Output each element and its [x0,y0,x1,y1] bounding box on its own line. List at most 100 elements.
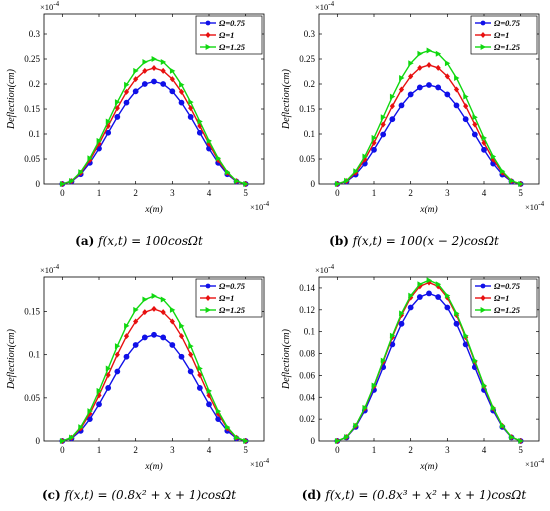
data-point-triangle [334,438,341,444]
x-tick-label: 5 [243,188,248,198]
data-point-triangle [142,59,148,66]
data-point-triangle [69,434,75,441]
series-line-1 [337,84,521,185]
y-tick-label: 0.12 [299,305,315,315]
data-point-triangle [160,296,167,303]
data-point-diamond [398,86,405,93]
y-tick-label: 0.15 [24,307,40,317]
data-point-triangle [215,408,222,415]
legend-marker [205,307,211,313]
x-tick-label: 3 [445,188,450,198]
data-point-diamond [169,76,175,83]
x-tick-label: 2 [408,445,413,455]
data-point-diamond [142,67,148,74]
data-point-circle [132,342,139,348]
data-point-circle [151,78,157,85]
y-tick-label: 0.25 [299,54,315,64]
data-point-circle [123,353,130,360]
data-point-triangle [151,292,157,299]
data-point-circle [426,82,432,88]
x-tick-label: 1 [97,188,102,198]
legend: Ω=0.75 Ω=1 Ω=1.25 [195,15,263,55]
data-point-triangle [334,181,341,187]
data-point-triangle [408,60,414,67]
data-point-circle [416,294,423,300]
data-point-triangle [59,438,66,444]
x-tick-label: 5 [518,445,523,455]
legend-label: Ω=0.75 [494,281,521,291]
y-tick-label: 0.15 [24,104,40,114]
data-point-diamond [151,65,157,71]
y-tick-label: 0.04 [299,392,315,402]
data-point-triangle [234,177,240,184]
legend: Ω=0.75 Ω=1 Ω=1.25 [470,278,538,318]
data-point-diamond [206,392,212,399]
data-point-triangle [124,81,130,88]
x-tick-label: 0 [60,445,65,455]
y-axis-label: Deflection(cm) [6,328,17,390]
data-point-circle [453,102,460,109]
data-point-circle [160,334,167,341]
x-tick-label: 1 [372,445,377,455]
data-point-diamond [96,392,102,399]
panel-caption: (b) f(x,t) = 100(x − 2)cosΩt [329,234,499,248]
data-point-triangle [463,332,469,339]
data-point-triangle [399,75,405,82]
x-axis-label: x(m) [419,204,437,215]
data-point-triangle [344,177,350,184]
data-point-diamond [197,371,203,378]
data-point-diamond [123,88,130,95]
data-point-triangle [472,114,478,121]
y-tick-label: 0.02 [299,414,315,424]
legend-label: Ω=1.25 [494,305,521,315]
data-point-circle [398,320,405,327]
data-point-circle [178,353,185,360]
panel-caption: (c) f(x,t) = (0.8x² + x + 1)cosΩt [42,488,236,502]
data-point-triangle [426,277,432,284]
data-point-triangle [105,365,112,372]
x-tick-label: 4 [207,445,212,455]
y-tick-label: 0.1 [304,129,315,139]
data-point-circle [453,320,460,327]
data-point-triangle [206,387,212,394]
y-multiplier: ×10-4 [40,0,60,12]
data-point-diamond [160,67,166,74]
plot-frame [318,13,540,185]
data-point-circle [444,304,451,311]
y-tick-label: 0.2 [304,79,315,89]
data-point-diamond [133,318,139,325]
x-tick-label: 4 [482,445,487,455]
x-multiplier: ×10-4 [250,457,270,469]
data-point-circle [389,116,396,123]
data-point-circle [114,114,121,120]
y-tick-label: 0.1 [29,129,40,139]
data-point-triangle [69,177,75,184]
data-point-triangle [454,310,460,317]
x-tick-label: 5 [518,188,523,198]
data-point-triangle [87,408,93,415]
data-point-diamond [133,76,139,83]
data-point-circle [481,146,487,153]
data-point-triangle [353,422,359,429]
data-point-triangle [105,118,112,125]
data-point-circle [178,99,185,106]
data-point-diamond [188,351,194,358]
data-point-diamond [96,140,102,147]
legend-marker [480,307,486,313]
x-tick-label: 2 [408,188,413,198]
data-point-circle [151,331,157,338]
data-point-triangle [234,434,240,441]
data-point-triangle [114,99,121,106]
data-point-circle [105,129,112,136]
data-point-triangle [380,357,387,364]
data-point-triangle [518,181,524,187]
y-tick-label-zero: 0 [36,179,41,189]
legend-marker [205,283,211,289]
data-point-triangle [417,281,423,288]
chart-panel-3: 0 1 2 3 4 5 0.05 0.1 0.15 0 ×10-4 ×10-4 Deflection(c… [6,263,270,502]
legend-marker [480,20,486,26]
data-point-triangle [481,134,487,141]
y-tick-label: 0.05 [24,393,40,403]
data-point-triangle [78,424,84,431]
y-multiplier: ×10-4 [315,263,335,275]
